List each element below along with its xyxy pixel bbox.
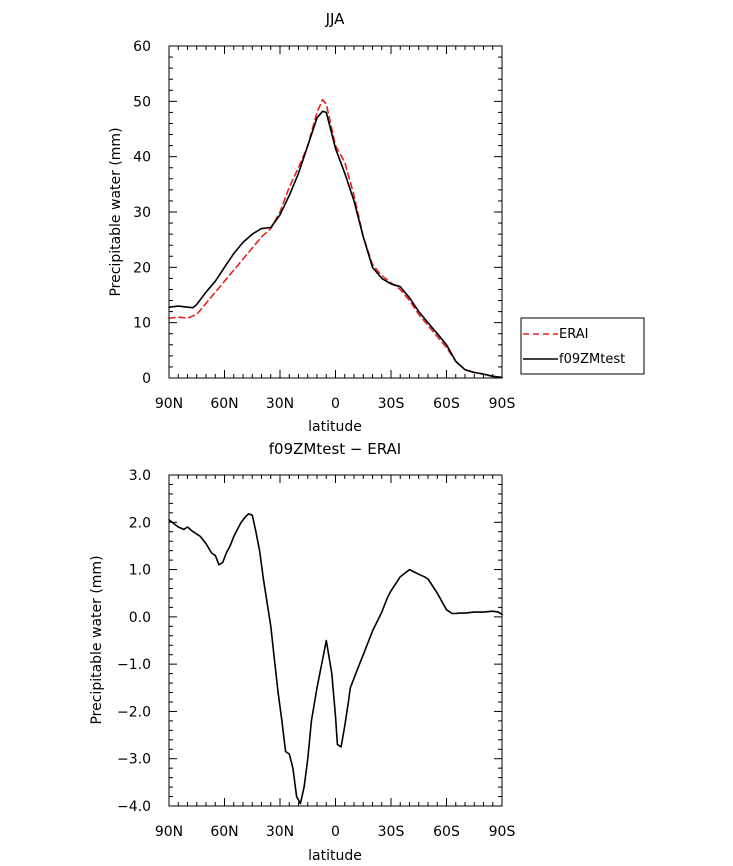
- top-x-tick-label: 60N: [210, 396, 238, 412]
- top-x-tick-label: 30N: [266, 396, 294, 412]
- legend-box: [520, 317, 645, 375]
- top-x-tick-label: 90S: [489, 396, 516, 412]
- bottom-x-tick-label: 30S: [378, 824, 405, 840]
- bottom-y-tick-label: 0.0: [129, 610, 151, 626]
- top-series-line-f09zmtest: [168, 110, 503, 379]
- bottom-x-tick-label: 30N: [266, 824, 294, 840]
- bottom-panel: f09ZMtest − ERAI 90N 60N 30N 0 30S 60S 90S −4.0…: [89, 440, 515, 864]
- top-y-tick-label: 30: [133, 205, 151, 221]
- top-x-tick-label: 90N: [155, 396, 183, 412]
- top-y-tick-label: 0: [142, 371, 151, 387]
- bottom-plot-frame: [168, 474, 503, 807]
- bottom-x-tick-label: 60S: [433, 824, 460, 840]
- bottom-x-axis-label: latitude: [308, 848, 362, 864]
- bottom-chart-title: f09ZMtest − ERAI: [269, 440, 401, 458]
- top-y-tick-label: 40: [133, 150, 151, 166]
- top-x-axis-label: latitude: [308, 419, 362, 435]
- top-y-tick-label: 20: [133, 260, 151, 276]
- top-panel: JJA 90N 60N 30N 0 30S 60S 90S 0 10 20 30 40 50 60 lat…: [108, 10, 645, 435]
- top-x-tick-label: 30S: [378, 396, 405, 412]
- bottom-y-tick-label: −4.0: [117, 799, 151, 815]
- top-y-tick-label: 10: [133, 316, 151, 332]
- bottom-y-tick-label: 2.0: [129, 515, 151, 531]
- top-x-tick-label: 60S: [433, 396, 460, 412]
- legend-f09zmtest-label: f09ZMtest: [559, 352, 625, 367]
- bottom-y-tick-label: 3.0: [129, 468, 151, 484]
- bottom-series-line-difference: [168, 512, 503, 805]
- top-chart-title: JJA: [325, 10, 346, 28]
- top-y-tick-label: 60: [133, 39, 151, 55]
- legend: ERAI f09ZMtest: [520, 317, 645, 375]
- bottom-x-tick-label: 0: [331, 824, 340, 840]
- bottom-x-tick-label: 90N: [155, 824, 183, 840]
- top-series-line-erai: [168, 98, 503, 379]
- top-y-tick-label: 50: [133, 94, 151, 110]
- bottom-y-tick-label: 1.0: [129, 563, 151, 579]
- bottom-y-tick-label: −1.0: [117, 657, 151, 673]
- bottom-y-tick-label: −2.0: [117, 704, 151, 720]
- bottom-y-axis-label: Precipitable water (mm): [89, 555, 105, 724]
- top-x-tick-label: 0: [331, 396, 340, 412]
- bottom-x-tick-label: 60N: [210, 824, 238, 840]
- bottom-y-tick-label: −3.0: [117, 752, 151, 768]
- top-y-axis-label: Precipitable water (mm): [108, 127, 124, 296]
- top-plot-area: 90N 60N 30N 0 30S 60S 90S 0 10 20 30 40 50 60: [133, 39, 515, 412]
- bottom-x-tick-label: 90S: [489, 824, 516, 840]
- top-plot-frame: [168, 45, 503, 379]
- legend-erai-label: ERAI: [559, 327, 588, 342]
- bottom-plot-area: 90N 60N 30N 0 30S 60S 90S −4.0 −3.0 −2.0 −1.0 0.0 1.…: [117, 468, 515, 840]
